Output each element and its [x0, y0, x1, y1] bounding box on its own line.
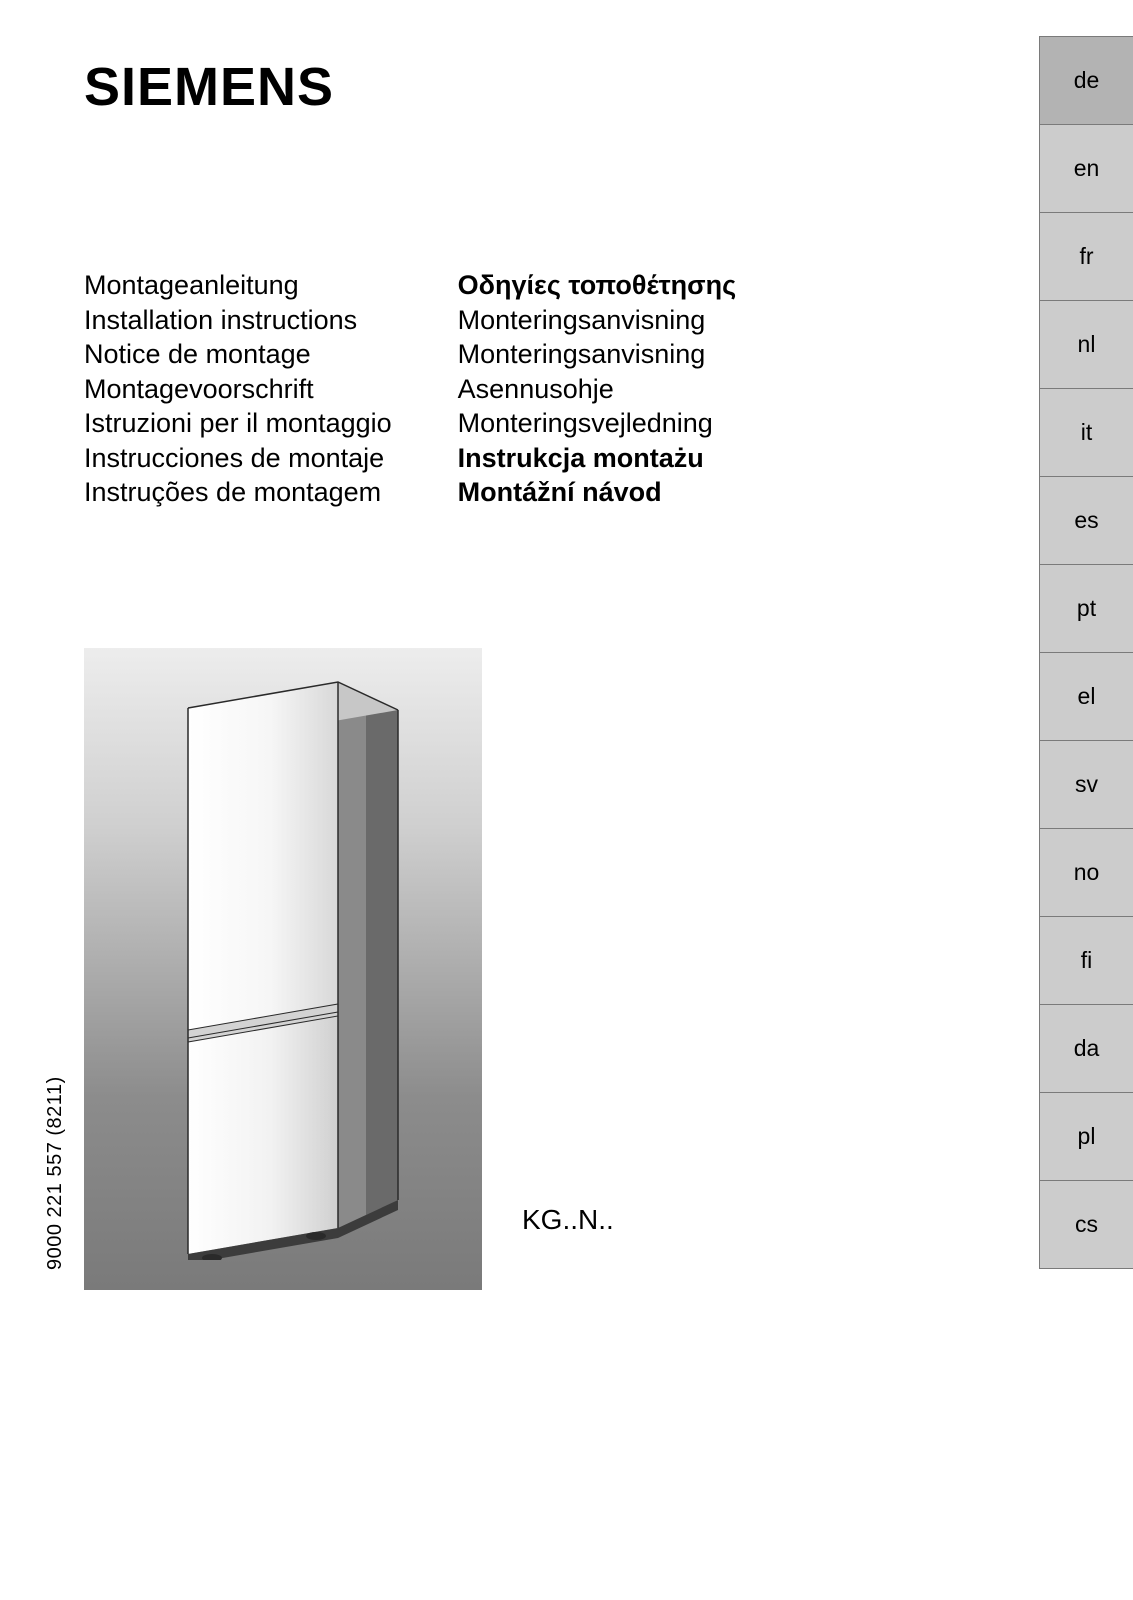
lang-tab-el[interactable]: el — [1040, 653, 1133, 741]
lang-tab-it[interactable]: it — [1040, 389, 1133, 477]
language-tabs: deenfrnlitesptelsvnofidaplcs — [1039, 36, 1133, 1269]
title-column-1: MontageanleitungInstallation instruction… — [84, 268, 392, 510]
product-illustration — [84, 648, 482, 1290]
lang-tab-no[interactable]: no — [1040, 829, 1133, 917]
title-line: Montageanleitung — [84, 268, 392, 303]
title-line: Monteringsvejledning — [458, 406, 737, 441]
title-line: Notice de montage — [84, 337, 392, 372]
title-line: Montagevoorschrift — [84, 372, 392, 407]
lang-tab-cs[interactable]: cs — [1040, 1181, 1133, 1269]
lang-tab-nl[interactable]: nl — [1040, 301, 1133, 389]
lang-tab-es[interactable]: es — [1040, 477, 1133, 565]
title-line: Asennusohje — [458, 372, 737, 407]
title-line: Montážní návod — [458, 475, 737, 510]
title-block: MontageanleitungInstallation instruction… — [84, 268, 736, 510]
title-line: Instrukcja montażu — [458, 441, 737, 476]
part-number: 9000 221 557 (8211) — [44, 1076, 67, 1270]
brand-logo: SIEMENS — [84, 56, 334, 118]
fridge-icon — [166, 670, 426, 1260]
lang-tab-fr[interactable]: fr — [1040, 213, 1133, 301]
title-line: Monteringsanvisning — [458, 303, 737, 338]
title-line: Οδηγίες τοποθέτησης — [458, 268, 737, 303]
model-number: KG..N.. — [522, 1204, 614, 1236]
lang-tab-de[interactable]: de — [1040, 37, 1133, 125]
lang-tab-fi[interactable]: fi — [1040, 917, 1133, 1005]
lang-tab-da[interactable]: da — [1040, 1005, 1133, 1093]
lang-tab-sv[interactable]: sv — [1040, 741, 1133, 829]
title-column-2: Οδηγίες τοποθέτησηςMonteringsanvisningMo… — [458, 268, 737, 510]
title-line: Istruzioni per il montaggio — [84, 406, 392, 441]
lang-tab-en[interactable]: en — [1040, 125, 1133, 213]
title-line: Instruções de montagem — [84, 475, 392, 510]
lang-tab-pl[interactable]: pl — [1040, 1093, 1133, 1181]
lang-tab-pt[interactable]: pt — [1040, 565, 1133, 653]
document-page: SIEMENS MontageanleitungInstallation ins… — [0, 0, 1133, 1600]
title-line: Monteringsanvisning — [458, 337, 737, 372]
title-line: Installation instructions — [84, 303, 392, 338]
title-line: Instrucciones de montaje — [84, 441, 392, 476]
